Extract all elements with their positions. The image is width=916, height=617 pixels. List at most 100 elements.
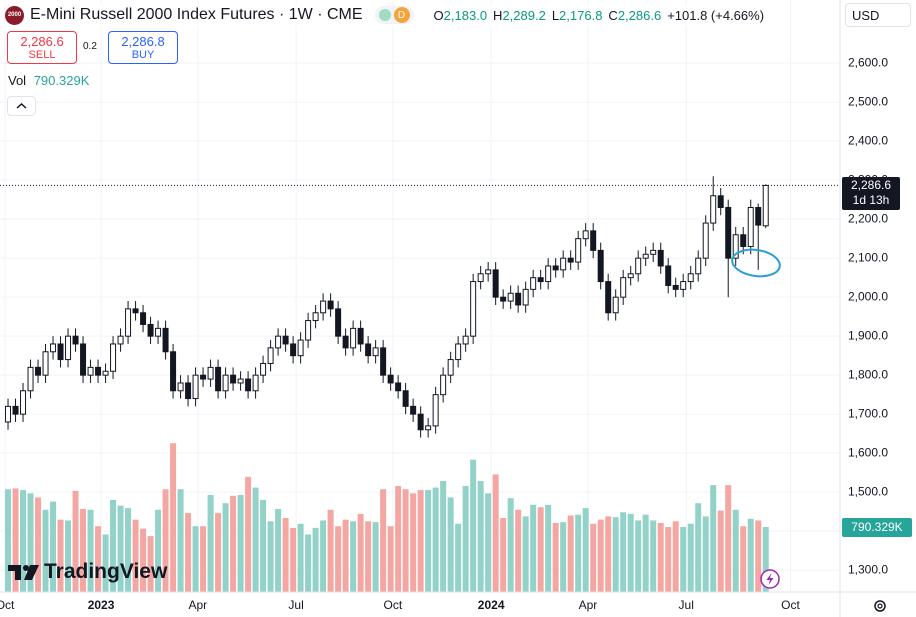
candle-body bbox=[635, 257, 642, 275]
candle-body bbox=[747, 206, 754, 247]
buy-button[interactable]: 2,286.8 BUY bbox=[108, 31, 178, 64]
candle-body bbox=[260, 362, 267, 376]
volume-bar bbox=[87, 509, 94, 592]
volume-bar bbox=[440, 481, 447, 592]
volume-bar bbox=[627, 513, 634, 592]
volume-bar bbox=[605, 516, 612, 592]
candle-body bbox=[230, 374, 237, 384]
candle-body bbox=[447, 359, 454, 376]
volume-bar bbox=[350, 521, 357, 592]
volume-bar bbox=[27, 493, 34, 592]
volume-bar bbox=[485, 493, 492, 592]
candle-body bbox=[455, 343, 462, 361]
volume-bar bbox=[380, 489, 387, 592]
volume-bar bbox=[702, 516, 709, 592]
change: +101.8 (+4.66%) bbox=[667, 7, 765, 23]
candle-body bbox=[432, 394, 439, 427]
volume-bar bbox=[65, 520, 72, 592]
candle-body bbox=[245, 378, 252, 392]
countdown: 1d 13h bbox=[853, 193, 890, 207]
settings-icon[interactable] bbox=[874, 600, 886, 612]
volume-bar bbox=[657, 522, 664, 592]
volume-bar bbox=[207, 494, 214, 592]
y-tick-label: 2,500.0 bbox=[848, 94, 888, 108]
volume-bar bbox=[297, 523, 304, 592]
ohlc-item: L2,176.8 bbox=[552, 8, 603, 23]
volume-bar bbox=[500, 518, 507, 592]
candle-body bbox=[275, 335, 282, 349]
collapse-button[interactable] bbox=[7, 96, 36, 116]
y-tick-label: 2,100.0 bbox=[848, 250, 888, 264]
volume-bar bbox=[245, 476, 252, 592]
candle-body bbox=[140, 312, 147, 325]
sell-button[interactable]: 2,286.6 SELL bbox=[7, 31, 77, 64]
candle-body bbox=[642, 253, 649, 259]
volume-bar bbox=[522, 516, 529, 592]
candle-body bbox=[650, 249, 657, 255]
volume-bar bbox=[132, 519, 139, 592]
volume-bar bbox=[200, 526, 207, 592]
candle-body bbox=[5, 405, 12, 423]
volume-bar bbox=[110, 499, 117, 592]
symbol-logo: 2000 bbox=[5, 5, 24, 25]
candle-body bbox=[665, 265, 672, 286]
drawing-ellipse[interactable] bbox=[730, 247, 781, 279]
status-pill[interactable]: D bbox=[374, 6, 414, 24]
candle-body bbox=[695, 257, 702, 275]
volume-bar bbox=[672, 521, 679, 592]
volume-bar bbox=[117, 505, 124, 592]
candle-body bbox=[170, 351, 177, 392]
candle-body bbox=[500, 296, 507, 302]
volume-bar bbox=[612, 517, 619, 592]
volume-bar bbox=[290, 527, 297, 592]
brand-logo bbox=[8, 565, 39, 580]
candle-body bbox=[57, 343, 64, 361]
volume-legend: Vol 790.329K bbox=[8, 73, 89, 88]
volume-bar bbox=[515, 509, 522, 592]
candle-body bbox=[395, 382, 402, 392]
y-tick-label: 1,700.0 bbox=[848, 406, 888, 420]
candle-body bbox=[380, 347, 387, 376]
candle-body bbox=[87, 366, 94, 376]
candle-body bbox=[372, 347, 379, 357]
candle-body bbox=[110, 343, 117, 372]
volume-bar bbox=[72, 490, 79, 592]
sell-price: 2,286.6 bbox=[20, 34, 64, 49]
ohlc-legend: O2,183.0 H2,289.2 L2,176.8 C2,286.6 bbox=[434, 8, 662, 23]
volume-bar bbox=[425, 490, 432, 592]
currency: USD bbox=[852, 8, 880, 23]
candle-body bbox=[177, 382, 184, 392]
candle-body bbox=[417, 413, 424, 431]
candle-body bbox=[680, 281, 687, 290]
candle-body bbox=[530, 277, 537, 290]
candle-body bbox=[605, 281, 612, 314]
status-dot bbox=[378, 9, 391, 21]
currency-selector[interactable]: USD bbox=[845, 3, 911, 27]
badge: D bbox=[393, 7, 410, 23]
candle-body bbox=[72, 335, 79, 345]
volume-bar bbox=[335, 526, 342, 592]
volume-bar bbox=[170, 443, 177, 592]
x-tick-label: Jul bbox=[679, 598, 694, 612]
x-tick-label: Oct bbox=[781, 598, 800, 612]
lightning-icon[interactable] bbox=[760, 569, 780, 589]
volume-bar bbox=[192, 526, 199, 592]
volume-bar bbox=[695, 503, 702, 592]
ohlc-key: C bbox=[608, 7, 618, 23]
last-price-box bbox=[842, 177, 900, 210]
candle-body bbox=[207, 366, 214, 380]
volume-bar bbox=[530, 504, 537, 592]
price-axis: 1,300.01,400.01,500.01,600.01,700.01,800… bbox=[848, 55, 888, 576]
volume-bar bbox=[507, 498, 514, 592]
candle-body bbox=[567, 257, 574, 263]
volume-bar bbox=[140, 528, 147, 592]
candle-body bbox=[200, 374, 207, 380]
y-tick-label: 2,600.0 bbox=[848, 55, 888, 69]
candle-body bbox=[350, 327, 357, 349]
x-tick-label: 2024 bbox=[478, 598, 505, 612]
volume-bar bbox=[717, 510, 724, 592]
ohlc-value: 2,289.2 bbox=[502, 7, 546, 23]
candle-body bbox=[185, 382, 192, 400]
candle-body bbox=[702, 222, 709, 259]
volume-bar bbox=[177, 489, 184, 592]
